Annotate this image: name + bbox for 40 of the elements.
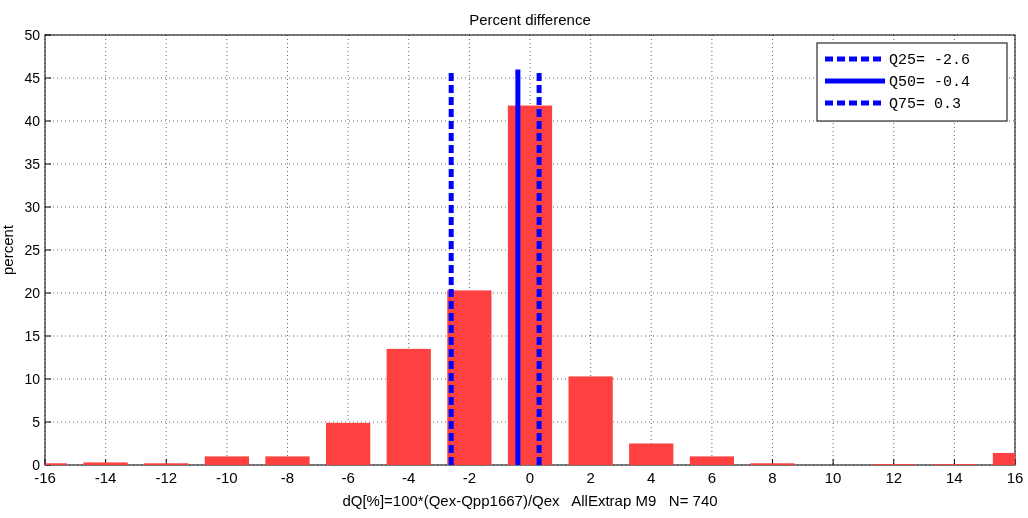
y-tick-label: 30 — [24, 199, 41, 215]
y-tick-label: 45 — [24, 70, 41, 86]
x-tick-label: 10 — [824, 469, 842, 486]
bar — [689, 456, 734, 465]
x-tick-label: -2 — [462, 469, 477, 486]
y-tick-label: 10 — [24, 371, 41, 387]
x-tick-label: 0 — [525, 469, 535, 486]
x-tick-label: 2 — [586, 469, 595, 486]
x-tick-label: 14 — [946, 469, 963, 486]
bar — [386, 348, 431, 465]
y-tick-label: 20 — [24, 285, 41, 301]
legend-label: Q50= -0.4 — [889, 74, 971, 91]
y-tick-label: 15 — [24, 328, 41, 344]
x-tick-label: -10 — [216, 469, 238, 486]
x-tick-label: -14 — [94, 469, 117, 486]
bar — [326, 422, 371, 465]
y-tick-label: 5 — [32, 414, 41, 430]
legend-label: Q75= 0.3 — [889, 96, 962, 113]
bar — [83, 462, 128, 465]
x-tick-label: 12 — [885, 469, 903, 486]
x-tick-label: 16 — [1006, 469, 1024, 486]
y-tick-label: 25 — [24, 242, 41, 258]
x-tick-label: -12 — [155, 469, 178, 486]
y-axis-title: percent — [0, 224, 16, 276]
bar — [265, 456, 310, 465]
x-tick-label: -4 — [402, 469, 416, 486]
x-axis-title: dQ[%]=100*(Qex-Qpp1667)/Qex AllExtrap M9 N= 740 — [342, 492, 718, 509]
x-tick-label: 6 — [707, 469, 717, 486]
x-tick-label: 4 — [647, 469, 656, 486]
x-tick-label: -8 — [280, 469, 295, 486]
y-tick-label: 35 — [24, 156, 41, 172]
x-tick-label: -6 — [341, 469, 355, 486]
y-tick-label: 40 — [24, 113, 41, 129]
bar — [204, 456, 249, 465]
chart-title: Percent difference — [469, 11, 591, 28]
bar — [568, 376, 613, 465]
bar — [629, 443, 674, 465]
legend-label: Q25= -2.6 — [889, 52, 971, 69]
y-tick-label: 50 — [24, 27, 41, 43]
x-tick-label: 8 — [768, 469, 777, 486]
